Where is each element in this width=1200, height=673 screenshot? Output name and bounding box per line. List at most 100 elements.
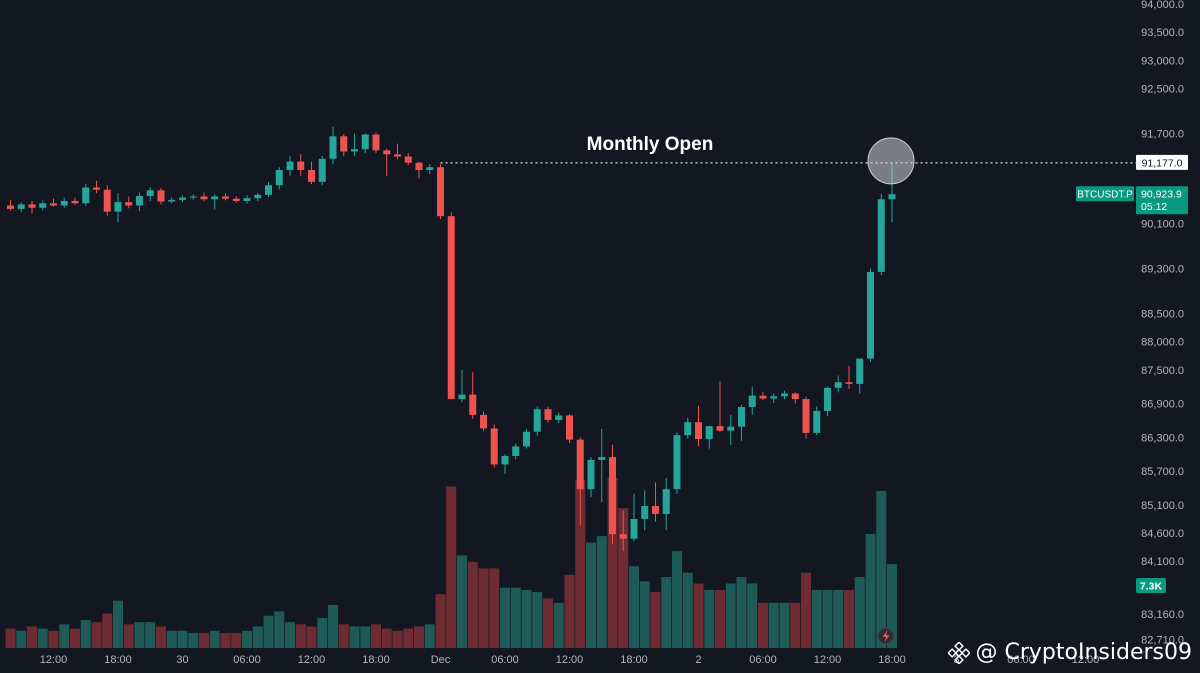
candle-body xyxy=(103,189,111,212)
volume-bar xyxy=(252,626,263,648)
volume-bar xyxy=(414,626,424,648)
candle-body xyxy=(845,382,853,384)
volume-bar xyxy=(80,620,91,648)
candle-body xyxy=(727,426,735,431)
candle-body xyxy=(673,435,681,490)
candle-body xyxy=(759,395,767,399)
candle-body xyxy=(824,387,831,411)
candle-body xyxy=(254,194,262,199)
x-tick-label: 30 xyxy=(176,654,188,666)
volume-bar xyxy=(768,602,779,648)
volume-bar xyxy=(500,587,510,648)
volume-bar xyxy=(779,602,790,648)
volume-bar xyxy=(543,598,553,648)
binance-logo-icon xyxy=(947,641,970,664)
monthly-open-tag xyxy=(1136,154,1188,170)
volume-bar xyxy=(113,600,123,648)
volume-bar xyxy=(242,630,252,648)
volume-bar xyxy=(424,624,435,648)
candle-body xyxy=(351,149,358,152)
candle-body xyxy=(146,190,154,196)
volume-bar xyxy=(521,589,532,648)
candle-body xyxy=(82,187,90,204)
candle-body xyxy=(716,426,724,431)
x-tick-label: 06:00 xyxy=(491,654,519,666)
candle-body xyxy=(394,154,401,157)
candle-body xyxy=(856,358,864,384)
candle-body xyxy=(684,422,692,436)
candle-body xyxy=(888,194,896,200)
candle-body xyxy=(157,190,165,202)
volume-bar xyxy=(446,486,457,648)
candle-body xyxy=(447,216,455,400)
y-tick-label: 93,000.0 xyxy=(1141,55,1184,67)
candle-body xyxy=(544,409,552,420)
candle-body xyxy=(490,428,498,465)
price-tags: 91,177.0 BTCUSDT.P 90,923.905:12 7.3K xyxy=(877,154,1188,645)
candle-body xyxy=(748,395,756,407)
volume-bar xyxy=(145,622,156,648)
candle-body xyxy=(71,200,79,204)
volume-bar xyxy=(306,626,317,648)
y-tick-label: 83,160.0 xyxy=(1141,609,1184,621)
candlesticks xyxy=(7,126,896,552)
volume-bar xyxy=(629,566,639,648)
volume-bar xyxy=(854,576,865,648)
candle-body xyxy=(791,393,799,400)
y-tick-label: 93,500.0 xyxy=(1141,27,1184,39)
countdown-text: 05:12 xyxy=(1141,201,1167,213)
volume-bar xyxy=(618,508,629,648)
volume-bar xyxy=(392,630,403,648)
y-tick-label: 86,900.0 xyxy=(1141,399,1184,411)
y-tick-label: 85,700.0 xyxy=(1141,466,1184,478)
candle-body xyxy=(50,203,57,206)
y-tick-label: 88,500.0 xyxy=(1141,309,1184,321)
volume-bar xyxy=(123,624,134,648)
volume-bars xyxy=(5,478,897,648)
volume-bar xyxy=(811,589,822,648)
price-axis[interactable]: 94,000.0 93,500.0 93,000.0 92,500.0 91,700.0… xyxy=(1141,0,1184,646)
candle-body xyxy=(93,187,100,190)
candle-body xyxy=(179,197,186,200)
candle-body xyxy=(566,415,573,440)
volume-bar xyxy=(209,630,220,648)
candle-body xyxy=(813,410,821,433)
candle-body xyxy=(265,185,272,195)
volume-bar xyxy=(467,561,478,648)
candle-body xyxy=(501,455,509,465)
volume-bar xyxy=(876,490,887,648)
volume-bar xyxy=(199,632,209,648)
x-tick-label: 18:00 xyxy=(362,654,390,666)
volume-bar xyxy=(102,613,113,648)
volume-bar xyxy=(790,602,801,648)
volume-bar xyxy=(274,611,285,648)
volume-bar xyxy=(887,564,897,648)
volume-bar xyxy=(338,624,349,648)
y-tick-label: 91,700.0 xyxy=(1141,128,1184,140)
volume-bar xyxy=(328,604,338,648)
lightning-icon xyxy=(877,627,895,645)
candle-body xyxy=(275,170,283,186)
volume-bar xyxy=(844,589,854,648)
monthly-open-tag-text: 91,177.0 xyxy=(1142,157,1183,169)
time-axis[interactable]: 12:00 18:00 30 06:00 12:00 18:00 Dec 06:00 12:00… xyxy=(40,654,1100,666)
candle-body xyxy=(426,167,434,171)
x-tick-label: 12:00 xyxy=(1072,654,1100,666)
y-tick-label: 88,000.0 xyxy=(1141,337,1184,349)
candle-body xyxy=(555,415,563,420)
candle-body xyxy=(361,134,369,150)
x-tick-label: 06:00 xyxy=(1007,654,1035,666)
volume-bar xyxy=(596,536,607,648)
candle-body xyxy=(286,161,294,171)
candle-body xyxy=(619,534,627,539)
volume-bar xyxy=(607,478,618,648)
volume-bar xyxy=(360,626,371,648)
x-tick-label: 2 xyxy=(695,654,701,666)
candle-body xyxy=(297,161,305,171)
candle-body xyxy=(480,414,487,429)
candle-body xyxy=(243,198,251,201)
candle-body xyxy=(437,167,444,217)
volume-bar xyxy=(693,583,704,648)
watermark: @ CryptoInsiders09 xyxy=(947,640,1192,665)
